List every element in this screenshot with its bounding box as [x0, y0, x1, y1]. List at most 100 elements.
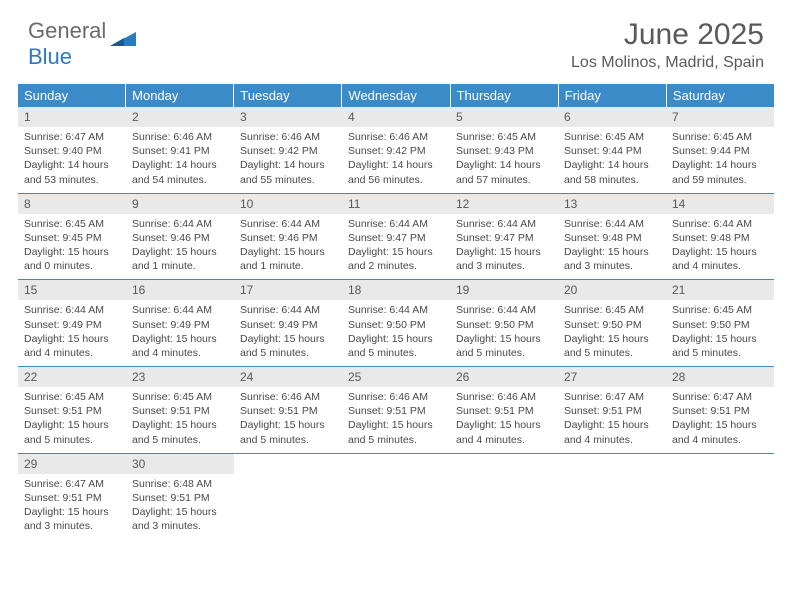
calendar-day-cell: 14Sunrise: 6:44 AMSunset: 9:48 PMDayligh… — [666, 194, 774, 280]
sunrise-line: Sunrise: 6:46 AM — [240, 390, 336, 404]
month-title: June 2025 — [571, 18, 764, 52]
sunset-line: Sunset: 9:51 PM — [672, 404, 768, 418]
sunrise-line: Sunrise: 6:47 AM — [672, 390, 768, 404]
day-details: Sunrise: 6:44 AMSunset: 9:47 PMDaylight:… — [342, 214, 450, 274]
daylight-line-1: Daylight: 15 hours — [240, 418, 336, 432]
sunrise-line: Sunrise: 6:45 AM — [564, 130, 660, 144]
day-details: Sunrise: 6:47 AMSunset: 9:51 PMDaylight:… — [18, 474, 126, 534]
daylight-line-1: Daylight: 15 hours — [564, 332, 660, 346]
day-details: Sunrise: 6:45 AMSunset: 9:50 PMDaylight:… — [666, 300, 774, 360]
sunrise-line: Sunrise: 6:44 AM — [672, 217, 768, 231]
calendar-day-cell: 10Sunrise: 6:44 AMSunset: 9:46 PMDayligh… — [234, 194, 342, 280]
calendar-day-cell: 26Sunrise: 6:46 AMSunset: 9:51 PMDayligh… — [450, 367, 558, 453]
daylight-line-2: and 1 minute. — [240, 259, 336, 273]
calendar-day-cell — [666, 454, 774, 540]
title-block: June 2025 Los Molinos, Madrid, Spain — [571, 18, 764, 72]
brand-logo: General Blue — [28, 18, 136, 70]
day-number: 12 — [450, 194, 558, 214]
sunset-line: Sunset: 9:51 PM — [24, 491, 120, 505]
brand-word-2: Blue — [28, 44, 72, 69]
calendar-day-cell: 2Sunrise: 6:46 AMSunset: 9:41 PMDaylight… — [126, 107, 234, 193]
daylight-line-2: and 5 minutes. — [456, 346, 552, 360]
daylight-line-1: Daylight: 14 hours — [24, 158, 120, 172]
calendar-day-cell: 3Sunrise: 6:46 AMSunset: 9:42 PMDaylight… — [234, 107, 342, 193]
day-details: Sunrise: 6:44 AMSunset: 9:50 PMDaylight:… — [450, 300, 558, 360]
day-details: Sunrise: 6:44 AMSunset: 9:49 PMDaylight:… — [126, 300, 234, 360]
day-number: 8 — [18, 194, 126, 214]
calendar-day-cell: 13Sunrise: 6:44 AMSunset: 9:48 PMDayligh… — [558, 194, 666, 280]
daylight-line-1: Daylight: 14 hours — [240, 158, 336, 172]
sunrise-line: Sunrise: 6:44 AM — [240, 303, 336, 317]
day-number: 26 — [450, 367, 558, 387]
day-number: 16 — [126, 280, 234, 300]
sunrise-line: Sunrise: 6:44 AM — [24, 303, 120, 317]
day-details: Sunrise: 6:46 AMSunset: 9:42 PMDaylight:… — [342, 127, 450, 187]
calendar-day-cell: 28 Sunrise: 6:47 AMSunset: 9:51 PMDayligh… — [666, 367, 774, 453]
day-details: Sunrise: 6:44 AMSunset: 9:46 PMDaylight:… — [126, 214, 234, 274]
calendar-day-cell: 21Sunrise: 6:45 AMSunset: 9:50 PMDayligh… — [666, 280, 774, 366]
day-number: 2 — [126, 107, 234, 127]
sunrise-line: Sunrise: 6:44 AM — [456, 303, 552, 317]
day-details: Sunrise: 6:47 AMSunset: 9:40 PMDaylight:… — [18, 127, 126, 187]
daylight-line-2: and 4 minutes. — [672, 433, 768, 447]
sunrise-line: Sunrise: 6:46 AM — [456, 390, 552, 404]
day-number: 14 — [666, 194, 774, 214]
daylight-line-2: and 3 minutes. — [132, 519, 228, 533]
day-number: 19 — [450, 280, 558, 300]
daylight-line-1: Daylight: 15 hours — [672, 245, 768, 259]
day-details: Sunrise: 6:45 AMSunset: 9:44 PMDaylight:… — [558, 127, 666, 187]
day-number: 13 — [558, 194, 666, 214]
day-number: 23 — [126, 367, 234, 387]
calendar-day-cell: 20 Sunrise: 6:45 AMSunset: 9:50 PMDayligh… — [558, 280, 666, 366]
day-number: 4 — [342, 107, 450, 127]
daylight-line-1: Daylight: 15 hours — [672, 418, 768, 432]
location-subtitle: Los Molinos, Madrid, Spain — [571, 54, 764, 72]
day-details: Sunrise: 6:44 AMSunset: 9:49 PMDaylight:… — [234, 300, 342, 360]
weekday-header: Thursday — [451, 84, 559, 107]
day-number: 28 — [666, 367, 774, 387]
day-details: Sunrise: 6:45 AMSunset: 9:44 PMDaylight:… — [666, 127, 774, 187]
day-number: 20 — [558, 280, 666, 300]
day-details: Sunrise: 6:44 AMSunset: 9:46 PMDaylight:… — [234, 214, 342, 274]
calendar-day-cell: 17Sunrise: 6:44 AMSunset: 9:49 PMDayligh… — [234, 280, 342, 366]
calendar-day-cell: 22Sunrise: 6:45 AMSunset: 9:51 PMDayligh… — [18, 367, 126, 453]
daylight-line-2: and 2 minutes. — [348, 259, 444, 273]
calendar-day-cell: 5Sunrise: 6:45 AMSunset: 9:43 PMDaylight… — [450, 107, 558, 193]
sunrise-line: Sunrise: 6:46 AM — [240, 130, 336, 144]
calendar-day-cell: 16Sunrise: 6:44 AMSunset: 9:49 PMDayligh… — [126, 280, 234, 366]
sunrise-line: Sunrise: 6:44 AM — [348, 217, 444, 231]
sunrise-line: Sunrise: 6:45 AM — [564, 303, 660, 317]
calendar-day-cell: 4Sunrise: 6:46 AMSunset: 9:42 PMDaylight… — [342, 107, 450, 193]
sunrise-line: Sunrise: 6:45 AM — [132, 390, 228, 404]
daylight-line-2: and 5 minutes. — [564, 346, 660, 360]
sunset-line: Sunset: 9:40 PM — [24, 144, 120, 158]
weekday-header: Friday — [559, 84, 667, 107]
daylight-line-1: Daylight: 15 hours — [24, 245, 120, 259]
day-number: 21 — [666, 280, 774, 300]
daylight-line-2: and 56 minutes. — [348, 173, 444, 187]
calendar-week-row: 29Sunrise: 6:47 AMSunset: 9:51 PMDayligh… — [18, 454, 774, 540]
sunset-line: Sunset: 9:50 PM — [564, 318, 660, 332]
calendar-day-cell: 11Sunrise: 6:44 AMSunset: 9:47 PMDayligh… — [342, 194, 450, 280]
day-details: Sunrise: 6:46 AMSunset: 9:51 PMDaylight:… — [234, 387, 342, 447]
day-number: 5 — [450, 107, 558, 127]
calendar-day-cell: 15Sunrise: 6:44 AMSunset: 9:49 PMDayligh… — [18, 280, 126, 366]
day-details: Sunrise: 6:44 AMSunset: 9:47 PMDaylight:… — [450, 214, 558, 274]
daylight-line-1: Daylight: 15 hours — [132, 505, 228, 519]
sunset-line: Sunset: 9:44 PM — [564, 144, 660, 158]
sunset-line: Sunset: 9:49 PM — [132, 318, 228, 332]
day-number: 30 — [126, 454, 234, 474]
day-number: 3 — [234, 107, 342, 127]
daylight-line-1: Daylight: 15 hours — [132, 245, 228, 259]
daylight-line-2: and 57 minutes. — [456, 173, 552, 187]
daylight-line-2: and 5 minutes. — [672, 346, 768, 360]
sunset-line: Sunset: 9:49 PM — [24, 318, 120, 332]
daylight-line-1: Daylight: 15 hours — [348, 418, 444, 432]
calendar-day-cell — [558, 454, 666, 540]
daylight-line-1: Daylight: 15 hours — [132, 332, 228, 346]
daylight-line-1: Daylight: 15 hours — [24, 418, 120, 432]
calendar-week-row: 1Sunrise: 6:47 AMSunset: 9:40 PMDaylight… — [18, 107, 774, 194]
weekday-header-row: Sunday Monday Tuesday Wednesday Thursday… — [18, 84, 774, 107]
daylight-line-1: Daylight: 14 hours — [564, 158, 660, 172]
daylight-line-2: and 5 minutes. — [348, 346, 444, 360]
